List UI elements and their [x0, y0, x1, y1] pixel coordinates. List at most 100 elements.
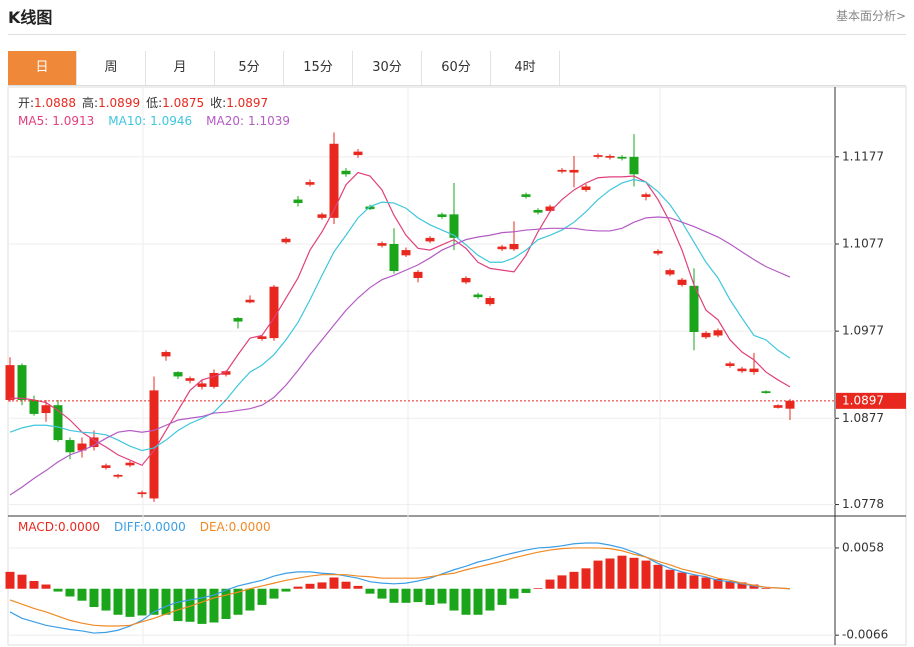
candle-body	[581, 186, 591, 190]
candle-body	[521, 194, 531, 197]
period-tab[interactable]: 日	[8, 51, 77, 85]
legend-value: 1.0946	[150, 114, 192, 128]
candle-body	[353, 151, 363, 156]
macd-bar	[209, 588, 219, 623]
legend-value: 1.1039	[248, 114, 290, 128]
macd-bar	[593, 560, 603, 589]
macd-bar	[257, 588, 267, 605]
macd-bar	[461, 588, 471, 615]
info-label: 低:	[146, 96, 162, 110]
candle-body	[509, 243, 519, 250]
macd-bar	[509, 588, 519, 599]
candle-body	[197, 383, 207, 387]
candle-body	[185, 378, 195, 381]
macd-bar	[65, 588, 75, 597]
macd-bar	[389, 588, 399, 603]
candle-body	[413, 271, 423, 278]
macd-bar	[221, 588, 231, 619]
info-value: 1.0875	[162, 96, 204, 110]
candle-body	[737, 368, 747, 372]
period-tab[interactable]: 60分	[422, 51, 491, 85]
macd-bar	[53, 588, 63, 592]
candle-body	[617, 156, 627, 159]
period-tab[interactable]: 15分	[284, 51, 353, 85]
macd-bar	[125, 588, 135, 617]
candle-body	[317, 214, 327, 218]
y-tick-label: -0.0066	[842, 628, 888, 642]
macd-bar	[653, 564, 663, 589]
legend-name: MACD:	[18, 520, 58, 534]
macd-bar	[281, 588, 291, 592]
candle-body	[269, 286, 279, 339]
candle-body	[653, 250, 663, 254]
candle-body	[293, 199, 303, 204]
candle-body	[77, 443, 87, 451]
candle-body	[677, 279, 687, 285]
candle-body	[65, 440, 75, 453]
info-label: 开:	[18, 96, 34, 110]
candle-body	[101, 465, 111, 468]
ma-line	[9, 216, 791, 496]
candle-body	[713, 330, 723, 336]
legend-name: MA10:	[108, 114, 146, 128]
candle-body	[605, 155, 615, 158]
candle-body	[725, 363, 735, 366]
candle-body	[245, 299, 255, 303]
macd-bar	[629, 557, 639, 589]
header-rule	[8, 34, 906, 35]
y-tick-label: 1.1077	[842, 236, 884, 250]
macd-bar	[665, 569, 675, 589]
macd-bar	[377, 588, 387, 599]
current-price-box	[836, 392, 906, 409]
period-tab[interactable]: 月	[146, 51, 215, 85]
candle-body	[749, 368, 759, 373]
macd-bar	[173, 588, 183, 622]
macd-bar	[737, 582, 747, 589]
fundamental-link[interactable]: 基本面分析>	[835, 9, 906, 23]
macd-bar	[713, 578, 723, 589]
period-tab[interactable]: 周	[77, 51, 146, 85]
info-value: 1.0888	[34, 96, 76, 110]
macd-bar	[245, 588, 255, 611]
y-tick-label: 0.0058	[842, 540, 884, 554]
vertical-grid	[142, 88, 661, 645]
period-tab[interactable]: 4时	[491, 51, 560, 85]
candle-body	[149, 390, 159, 499]
info-value: 1.0897	[226, 96, 268, 110]
period-tab[interactable]: 30分	[353, 51, 422, 85]
macd-bar	[185, 588, 195, 622]
period-tab[interactable]: 5分	[215, 51, 284, 85]
macd-bar	[233, 588, 243, 615]
macd-bar	[749, 584, 759, 589]
candle-body	[461, 277, 471, 283]
macd-bar	[5, 571, 15, 589]
candle-body	[389, 243, 399, 271]
legend: MACD:0.0000 DIFF:0.0000 DEA:0.0000	[18, 520, 271, 534]
candle-body	[761, 391, 771, 393]
macd-bar	[413, 588, 423, 603]
legend-name: DEA:	[200, 520, 229, 534]
candle-body	[785, 400, 795, 409]
macd-bar	[101, 588, 111, 611]
candle-body	[365, 206, 375, 210]
legend-value: 0.0000	[144, 520, 186, 534]
macd-bar	[341, 581, 351, 589]
candle-body	[485, 298, 495, 305]
macd-bar	[725, 581, 735, 589]
legend-name: MA5:	[18, 114, 48, 128]
candle-body	[401, 250, 411, 256]
candle-body	[773, 405, 783, 408]
candle-body	[221, 371, 231, 375]
candle-body	[449, 214, 459, 238]
macd-bar	[641, 560, 651, 589]
page-title: K线图	[8, 8, 53, 27]
macd-bar	[605, 558, 615, 589]
macd-bar	[113, 588, 123, 615]
macd-bar	[293, 586, 303, 589]
macd-bar	[581, 568, 591, 589]
y-tick-label: 1.0778	[842, 497, 884, 511]
ma-line	[9, 178, 791, 452]
candle-body	[437, 214, 447, 217]
macd-bar	[521, 588, 531, 593]
candle-body	[473, 294, 483, 298]
